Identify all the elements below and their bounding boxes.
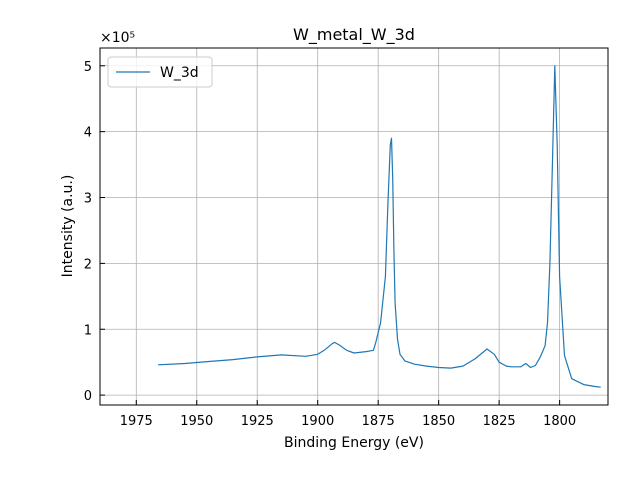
x-tick-label: 1900 (301, 414, 334, 429)
y-tick-label: 4 (84, 126, 92, 141)
series-line-w-3d (158, 65, 601, 388)
y-tick-label: 2 (84, 257, 92, 272)
x-tick-label: 1825 (483, 414, 516, 429)
x-axis-label: Binding Energy (eV) (284, 435, 424, 451)
x-tick-label: 1950 (180, 414, 213, 429)
y-tick-label: 3 (84, 192, 92, 207)
y-tick-labels: 0 1 2 3 4 5 (84, 60, 92, 404)
y-tick-label: 0 (84, 389, 92, 404)
x-tick-label: 1800 (543, 414, 576, 429)
tick-marks (100, 65, 561, 405)
x-tick-labels: 1975 1950 1925 1900 1875 1850 1825 1800 (120, 414, 576, 429)
y-tick-label: 1 (84, 323, 92, 338)
grid-lines (100, 48, 608, 405)
x-tick-label: 1975 (120, 414, 153, 429)
x-tick-label: 1850 (422, 414, 455, 429)
chart-title: W_metal_W_3d (293, 25, 415, 45)
plot-frame (99, 47, 609, 406)
legend: W_3d (107, 56, 213, 88)
y-axis-label: Intensity (a.u.) (60, 175, 76, 278)
legend-label-w-3d: W_3d (160, 65, 199, 81)
y-tick-label: 5 (84, 60, 92, 75)
legend-box (107, 56, 213, 88)
x-tick-label: 1925 (241, 414, 274, 429)
x-tick-label: 1875 (362, 414, 395, 429)
y-axis-multiplier: ×10⁵ (100, 30, 135, 46)
